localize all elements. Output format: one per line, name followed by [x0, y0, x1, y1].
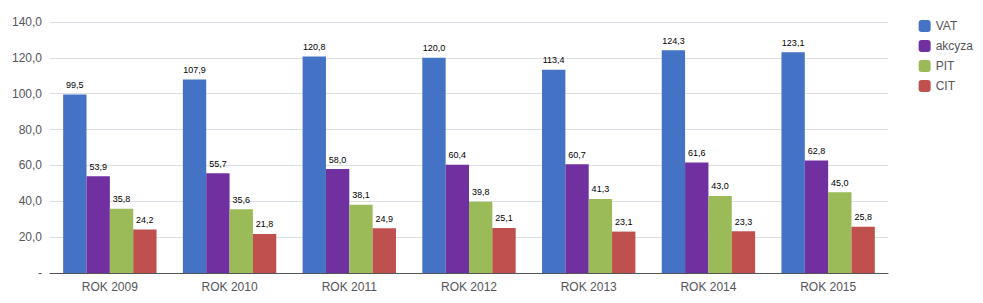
svg-text:ROK 2009: ROK 2009: [82, 280, 138, 294]
svg-text:123,1: 123,1: [782, 38, 805, 48]
svg-text:39,8: 39,8: [472, 187, 490, 197]
svg-text:25,8: 25,8: [854, 212, 872, 222]
svg-text:62,8: 62,8: [808, 146, 826, 156]
svg-text:120,0: 120,0: [12, 51, 42, 65]
svg-text:140,0: 140,0: [12, 15, 42, 29]
svg-text:25,1: 25,1: [495, 213, 513, 223]
svg-text:58,0: 58,0: [329, 155, 347, 165]
svg-text:21,8: 21,8: [256, 219, 274, 229]
svg-text:55,7: 55,7: [209, 159, 227, 169]
svg-text:60,0: 60,0: [19, 158, 43, 172]
svg-text:ROK 2015: ROK 2015: [800, 280, 856, 294]
svg-text:ROK 2011: ROK 2011: [322, 280, 377, 294]
svg-text:akcyza: akcyza: [936, 39, 974, 53]
svg-text:107,9: 107,9: [183, 65, 206, 75]
svg-text:99,5: 99,5: [66, 80, 84, 90]
svg-text:VAT: VAT: [936, 19, 958, 33]
svg-text:38,1: 38,1: [352, 190, 370, 200]
svg-text:80,0: 80,0: [19, 123, 43, 137]
svg-text:113,4: 113,4: [543, 55, 565, 65]
svg-text:ROK 2012: ROK 2012: [441, 280, 497, 294]
svg-text:124,3: 124,3: [662, 36, 685, 46]
svg-text:60,4: 60,4: [449, 150, 467, 160]
svg-text:24,2: 24,2: [136, 215, 154, 225]
svg-text:35,6: 35,6: [232, 195, 250, 205]
svg-text:41,3: 41,3: [592, 184, 610, 194]
svg-text:-: -: [38, 266, 42, 280]
svg-text:53,9: 53,9: [89, 162, 107, 172]
svg-text:45,0: 45,0: [831, 178, 849, 188]
svg-text:60,7: 60,7: [568, 150, 586, 160]
svg-text:100,0: 100,0: [12, 87, 42, 101]
svg-text:24,9: 24,9: [376, 214, 394, 224]
svg-text:ROK 2013: ROK 2013: [561, 280, 617, 294]
svg-text:40,0: 40,0: [19, 194, 43, 208]
svg-text:20,0: 20,0: [19, 230, 43, 244]
svg-text:120,8: 120,8: [303, 42, 326, 52]
svg-text:ROK 2014: ROK 2014: [680, 280, 736, 294]
svg-text:ROK 2010: ROK 2010: [202, 280, 258, 294]
svg-text:35,8: 35,8: [113, 194, 131, 204]
svg-text:CIT: CIT: [936, 79, 956, 93]
svg-text:120,0: 120,0: [423, 43, 446, 53]
svg-text:PIT: PIT: [936, 59, 955, 73]
svg-text:23,1: 23,1: [615, 217, 633, 227]
svg-text:61,6: 61,6: [688, 148, 706, 158]
svg-text:23,3: 23,3: [735, 217, 753, 227]
svg-text:43,0: 43,0: [711, 181, 729, 191]
